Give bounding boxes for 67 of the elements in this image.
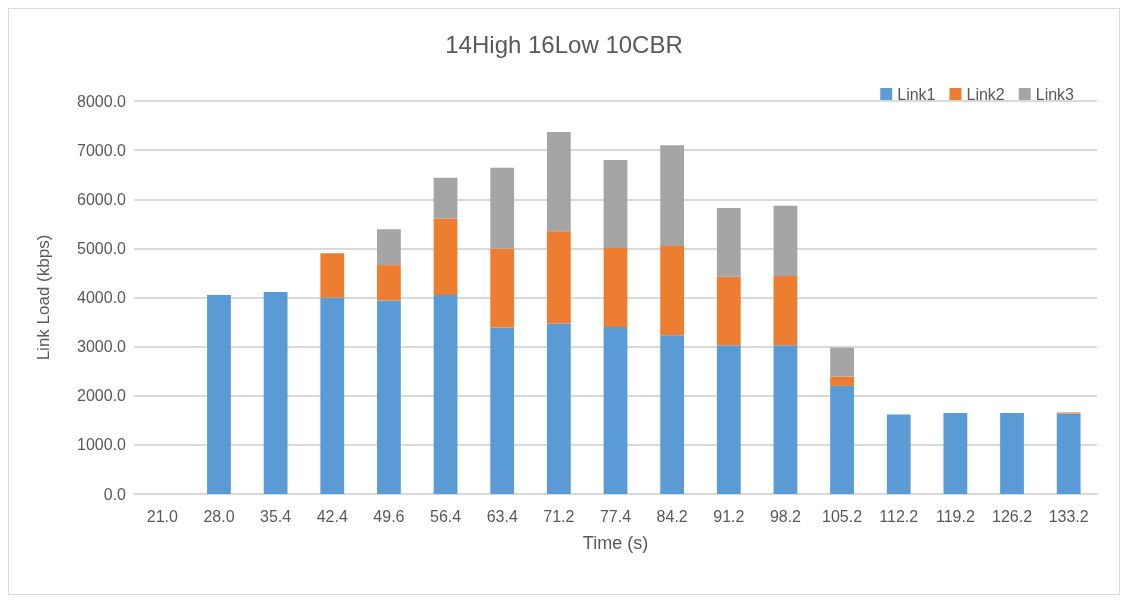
x-tick-label: 119.2 — [935, 507, 975, 525]
x-tick-label: 133.2 — [1048, 507, 1089, 525]
x-tick-label: 35.4 — [260, 507, 292, 525]
x-tick-label: 42.4 — [316, 507, 348, 525]
bar — [546, 323, 571, 494]
y-axis-title: Link Load (kbps) — [34, 234, 53, 361]
y-tick-label: 4000.0 — [77, 289, 127, 306]
bar — [716, 208, 741, 277]
bar — [603, 247, 628, 327]
y-tick-label: 7000.0 — [77, 141, 127, 159]
bar — [660, 335, 685, 494]
bar — [886, 414, 911, 494]
legend-label: Link3 — [1035, 85, 1075, 103]
bar — [603, 159, 628, 248]
y-tick-label: 8000.0 — [77, 92, 127, 110]
bar — [773, 275, 798, 346]
x-tick-label: 28.0 — [203, 507, 235, 525]
bar — [546, 131, 571, 232]
bar — [433, 177, 458, 219]
bar — [660, 145, 685, 246]
bar — [773, 205, 798, 276]
bar — [603, 326, 628, 494]
x-tick-label: 63.4 — [486, 507, 518, 525]
bar — [433, 218, 458, 296]
bar — [660, 245, 685, 336]
bar — [490, 248, 515, 328]
x-tick-label: 126.2 — [992, 507, 1033, 525]
x-tick-label: 84.2 — [656, 507, 688, 525]
bar — [546, 231, 571, 324]
bar — [207, 295, 231, 494]
bar — [320, 253, 345, 298]
x-tick-label: 71.2 — [543, 507, 575, 525]
x-tick-label: 91.2 — [713, 507, 745, 525]
bar — [830, 347, 854, 377]
x-tick-label: 49.6 — [373, 507, 405, 525]
y-tick-label: 3000.0 — [77, 338, 127, 356]
bar — [716, 276, 741, 346]
bar — [943, 412, 968, 494]
bar — [377, 300, 401, 494]
bar — [1000, 412, 1024, 494]
legend-label: Link2 — [966, 85, 1005, 103]
y-tick-label: 2000.0 — [77, 387, 127, 405]
bar — [377, 265, 401, 301]
bar — [320, 297, 345, 494]
x-tick-label: 56.4 — [429, 507, 462, 525]
y-tick-label: 6000.0 — [77, 190, 127, 208]
y-tick-label: 5000.0 — [77, 239, 127, 257]
bar — [490, 167, 515, 249]
x-tick-label: 98.2 — [769, 507, 802, 525]
bar — [716, 345, 741, 494]
y-tick-label: 1000.0 — [77, 436, 127, 454]
bar — [830, 376, 854, 386]
bar — [773, 345, 798, 494]
bar — [490, 327, 515, 494]
bar — [377, 229, 401, 266]
chart-title: 14High 16Low 10CBR — [445, 30, 683, 58]
x-axis-title: Time (s) — [582, 533, 649, 553]
bar — [263, 292, 288, 494]
x-tick-label: 77.4 — [599, 507, 632, 525]
bar — [1056, 413, 1081, 494]
legend-label: Link1 — [897, 85, 936, 103]
bar — [433, 295, 458, 494]
x-tick-label: 112.2 — [879, 507, 919, 525]
bar — [830, 385, 854, 494]
y-tick-label: 0.0 — [103, 485, 127, 503]
x-tick-label: 105.2 — [822, 507, 863, 525]
x-tick-label: 21.0 — [146, 507, 178, 525]
